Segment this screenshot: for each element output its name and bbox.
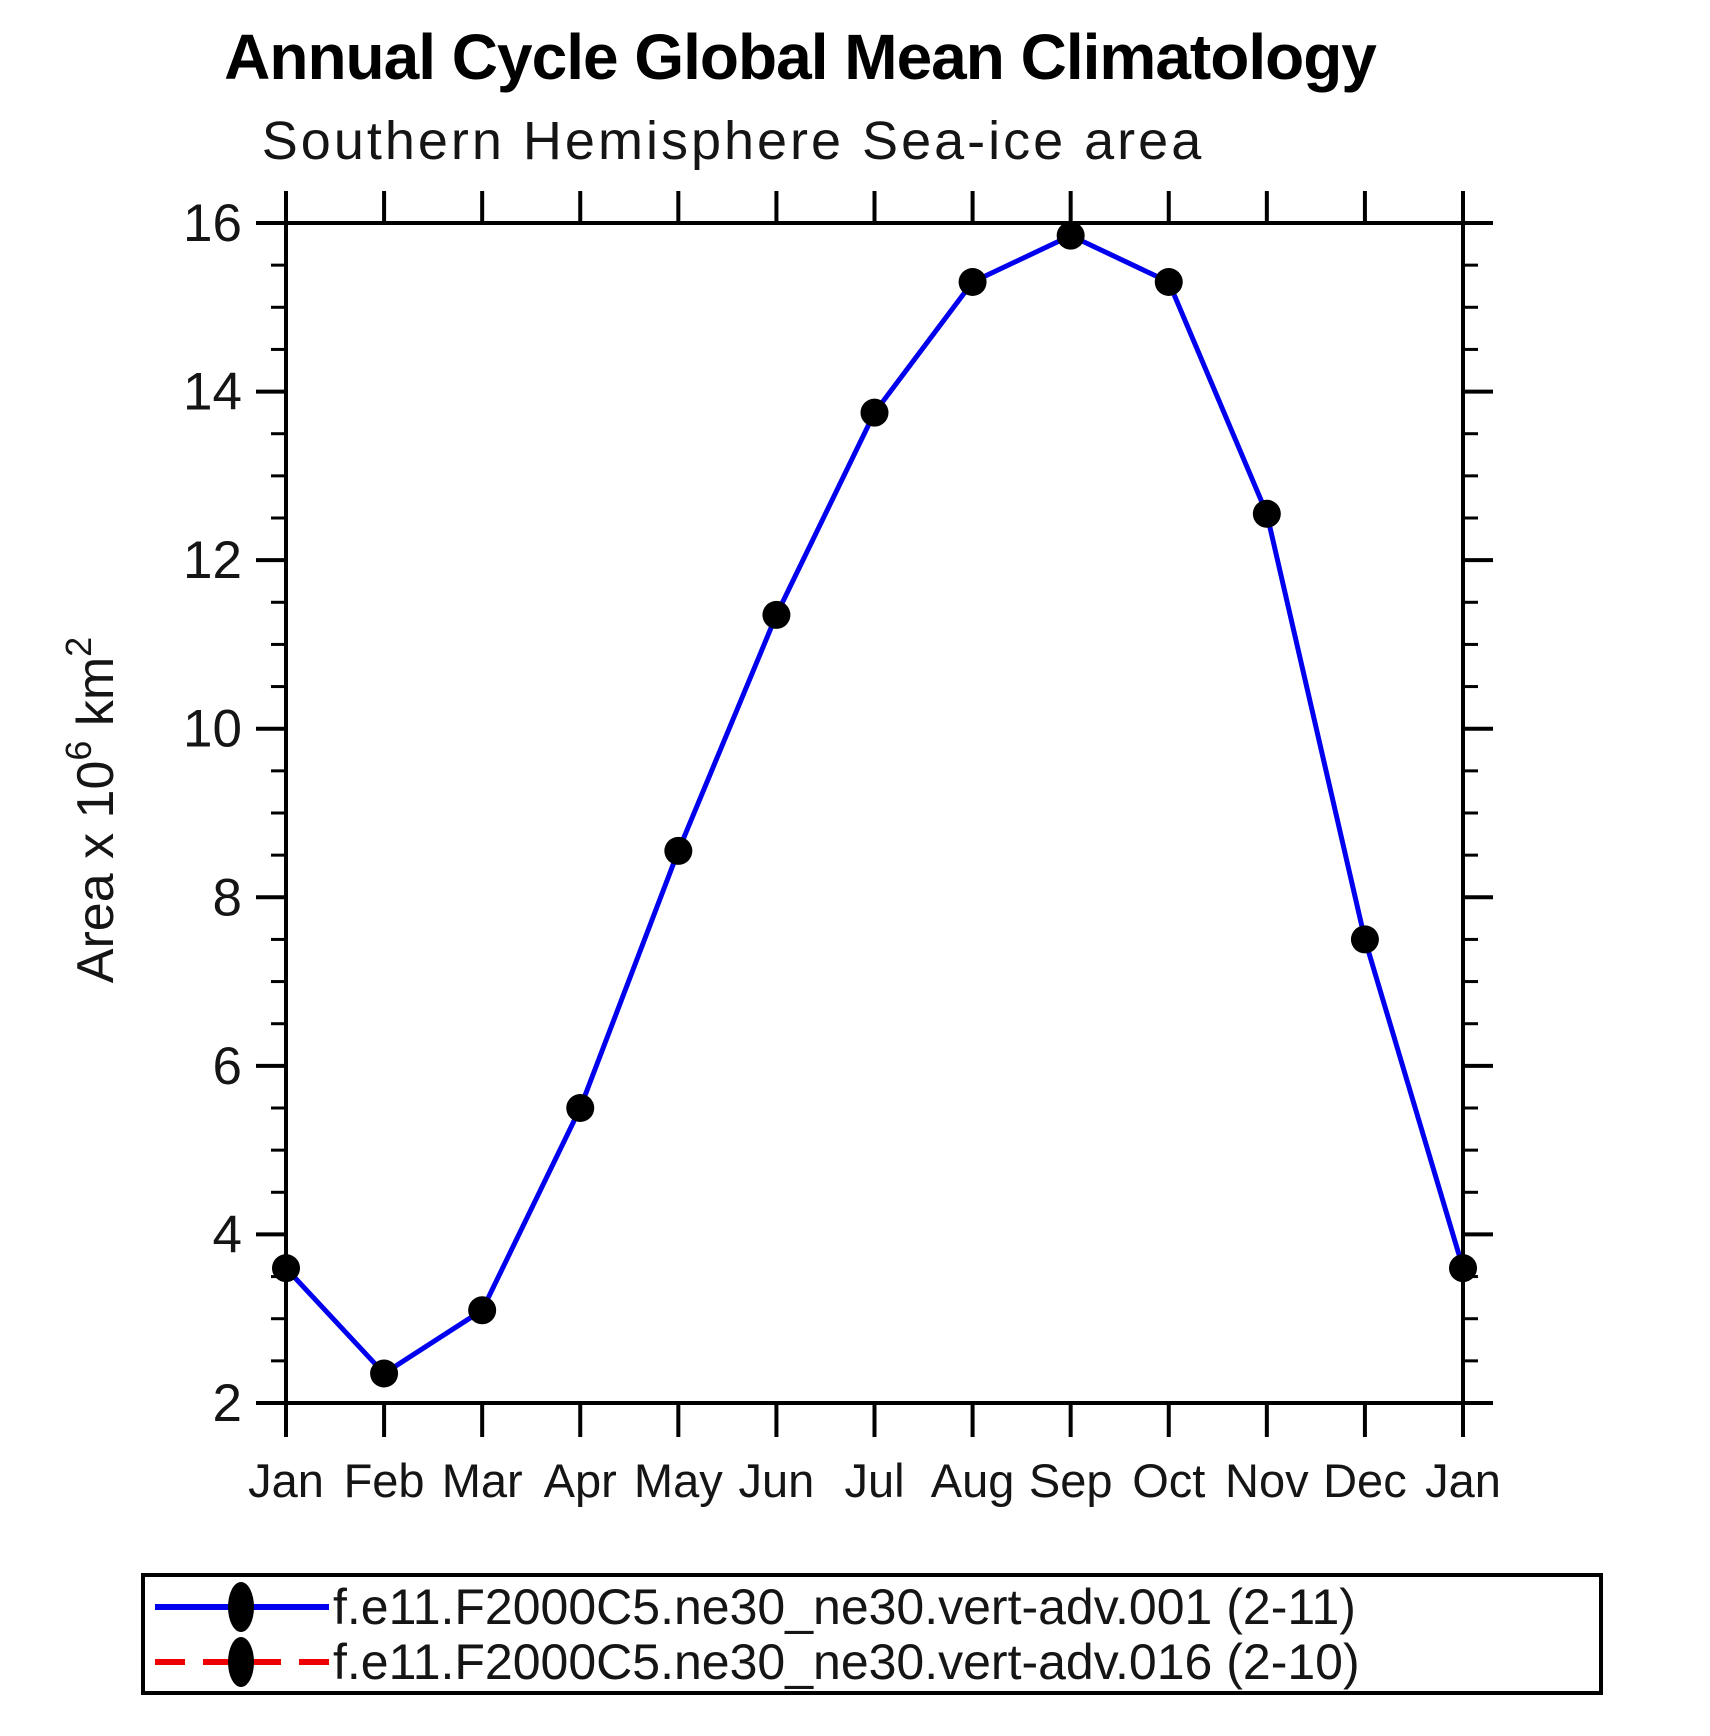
y-tick-label: 6 <box>213 1037 242 1096</box>
data-point-marker <box>762 600 791 629</box>
data-point-marker <box>1449 1254 1477 1283</box>
y-tick-label: 2 <box>213 1374 242 1433</box>
x-tick-label: Oct <box>1132 1454 1205 1507</box>
page-title: Annual Cycle Global Mean Climatology <box>224 21 1377 93</box>
data-point-marker <box>1056 221 1085 250</box>
data-point-marker <box>1154 268 1183 296</box>
x-tick-label: Nov <box>1225 1454 1309 1507</box>
y-tick-label: 14 <box>183 363 242 422</box>
data-point-marker <box>566 1094 595 1122</box>
x-tick-label: Sep <box>1029 1454 1113 1507</box>
x-tick-label: Feb <box>344 1454 425 1507</box>
data-point-marker <box>370 1359 399 1388</box>
chart-subtitle: Southern Hemisphere Sea-ice area <box>261 111 1205 171</box>
y-tick-label: 8 <box>213 868 242 927</box>
data-point-marker <box>664 836 693 865</box>
y-tick-label: 10 <box>183 700 242 759</box>
y-tick-label: 4 <box>213 1205 242 1264</box>
legend-entry-1: f.e11.F2000C5.ne30_ne30.vert-adv.001 (2-… <box>151 1580 1599 1634</box>
data-point-marker <box>1350 925 1379 954</box>
x-tick-label: Jan <box>1425 1454 1501 1507</box>
data-point-marker <box>860 398 889 427</box>
x-tick-label: Jul <box>844 1454 904 1507</box>
legend-sample-dashed-line <box>155 1636 329 1687</box>
legend-sample-solid-line <box>155 1581 329 1632</box>
legend-label-series-2: f.e11.F2000C5.ne30_ne30.vert-adv.016 (2-… <box>333 1633 1360 1690</box>
x-tick-label: Mar <box>442 1454 523 1507</box>
legend: f.e11.F2000C5.ne30_ne30.vert-adv.001 (2-… <box>141 1573 1603 1695</box>
x-tick-label: Dec <box>1323 1454 1407 1507</box>
legend-entry-2: f.e11.F2000C5.ne30_ne30.vert-adv.016 (2-… <box>151 1635 1599 1689</box>
y-tick-label: 16 <box>183 194 242 253</box>
data-point-marker <box>1252 499 1281 528</box>
x-tick-label: Jan <box>248 1454 324 1507</box>
data-point-marker <box>958 268 987 296</box>
x-tick-label: May <box>634 1454 723 1507</box>
x-tick-label: Apr <box>544 1454 617 1507</box>
legend-label-series-1: f.e11.F2000C5.ne30_ne30.vert-adv.001 (2-… <box>333 1578 1356 1635</box>
data-point-marker <box>468 1296 497 1325</box>
x-tick-label: Jun <box>739 1454 815 1507</box>
y-tick-label: 12 <box>183 531 242 590</box>
data-point-marker <box>272 1254 300 1283</box>
y-axis-title: Area x 106 km2 <box>58 637 125 983</box>
x-tick-label: Aug <box>931 1454 1015 1507</box>
